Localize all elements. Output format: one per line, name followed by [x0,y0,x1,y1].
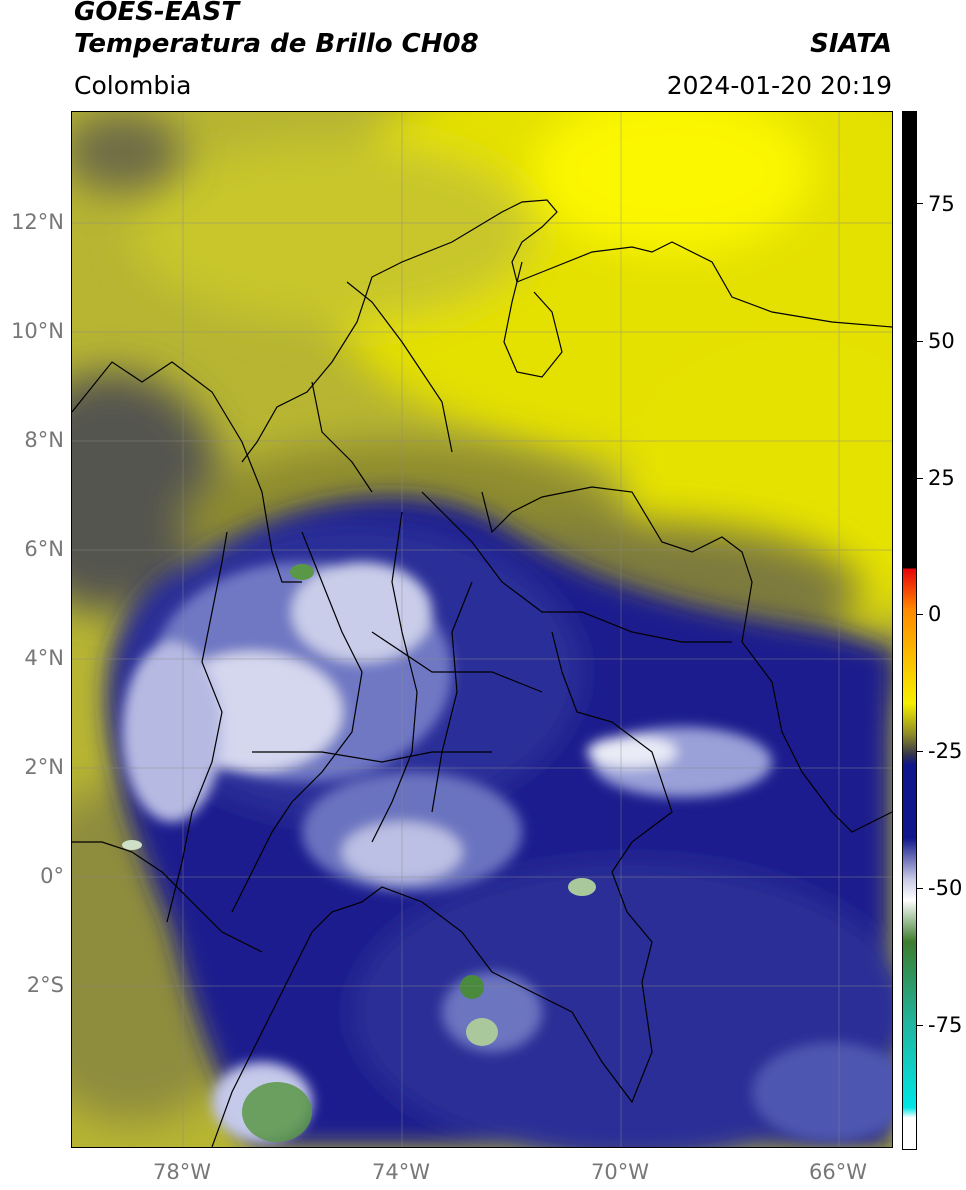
convective-cores [122,562,892,1142]
colorbar-label-minus50: -50 [928,876,963,900]
colorbar-tick [917,1025,923,1026]
lat-label-6n: 6°N [24,537,64,561]
graticule [72,112,892,1147]
brand-label: SIATA [810,29,892,59]
satellite-map-canvas [72,112,892,1147]
colorbar-tick [917,751,923,752]
colorbar-label-50: 50 [928,329,955,353]
colorbar-tick [917,478,923,479]
lat-label-4n: 4°N [24,646,64,670]
lon-label-70w: 70°W [591,1160,649,1184]
colorbar-label-75: 75 [928,192,955,216]
lon-label-78w: 78°W [153,1160,211,1184]
dry-air-region [132,112,892,642]
lon-label-66w: 66°W [809,1160,867,1184]
colorbar-tick [917,203,923,204]
colorbar-tick [917,614,923,615]
lat-label-2n: 2°N [24,755,64,779]
lat-label-0: 0° [40,864,64,888]
satellite-map[interactable] [71,111,893,1148]
product-satellite-title: GOES-EAST [74,0,240,27]
lat-label-12n: 12°N [11,210,64,234]
borders [72,199,892,1147]
colorbar-tick [917,888,923,889]
colorbar-label-minus25: -25 [928,739,963,763]
temperature-colorbar [902,111,917,1150]
datetime-label: 2024-01-20 20:19 [666,71,892,100]
lat-label-8n: 8°N [24,428,64,452]
lat-label-10n: 10°N [11,319,64,343]
colorbar-tick [917,341,923,342]
region-label: Colombia [74,71,192,100]
lat-label-2s: 2°S [26,973,64,997]
product-channel-title: Temperatura de Brillo CH08 [74,29,479,59]
colorbar-label-0: 0 [928,602,942,626]
colorbar-label-25: 25 [928,466,955,490]
very-cold-spots [122,564,596,1142]
lon-label-74w: 74°W [372,1160,430,1184]
colorbar-label-minus75: -75 [928,1013,963,1037]
